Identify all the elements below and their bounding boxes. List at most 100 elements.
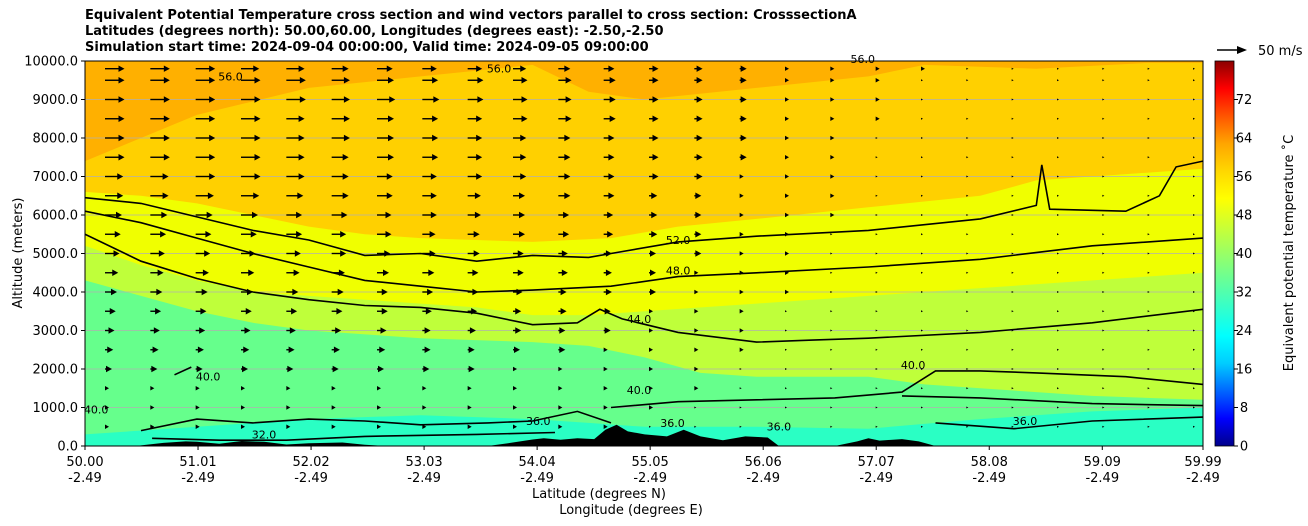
wind-arrow-head	[1102, 310, 1105, 313]
wind-arrow-head	[1102, 98, 1105, 101]
x-tick-label-lat: 50.00	[66, 455, 103, 470]
wind-arrow-head	[296, 211, 303, 219]
wind-arrow-head	[966, 156, 969, 159]
wind-arrow-head	[199, 327, 206, 334]
wind-arrow-head	[249, 250, 256, 257]
wind-arrow-head	[385, 211, 392, 219]
wind-arrow-head	[609, 115, 616, 122]
wind-arrow-head	[254, 77, 261, 84]
wind-arrow-head	[1147, 329, 1150, 332]
wind-arrow-head	[338, 269, 345, 276]
wind-arrow-head	[649, 347, 653, 352]
wind-arrow-head	[875, 116, 880, 121]
contour-label: 56.0	[218, 70, 243, 83]
wind-arrow-head	[286, 405, 291, 410]
wind-arrow-head	[1147, 156, 1150, 159]
wind-arrow-head	[740, 115, 747, 122]
wind-arrow-head	[921, 214, 923, 216]
x-tick-label-lon: -2.49	[1186, 471, 1220, 486]
wind-arrow-head	[1102, 137, 1105, 139]
wind-arrow-head	[157, 269, 164, 276]
wind-arrow-head	[388, 154, 394, 161]
contour-line-36	[935, 416, 1203, 430]
wind-arrow-head	[785, 289, 789, 295]
y-axis-label: Altitude (meters)	[11, 198, 26, 309]
wind-arrow-head	[1193, 252, 1195, 255]
wind-arrow-head	[921, 194, 923, 197]
wind-arrow-head	[558, 424, 563, 429]
y-tick-label: 2000.0	[33, 363, 79, 378]
wind-arrow-head	[521, 96, 528, 103]
wind-arrow-head	[739, 174, 744, 179]
contour-lines	[85, 160, 1203, 441]
fill-band-low	[85, 280, 1203, 446]
wind-arrow-head	[377, 405, 381, 410]
wind-arrow-head	[1102, 233, 1105, 236]
colorbar: 0 8 16 24 32 40 48 56 64 72 Equivalent potential …	[1214, 60, 1297, 455]
contour-label: 56.0	[487, 63, 512, 76]
x-tick-label-lat: 58.08	[971, 455, 1008, 470]
wind-arrow-head	[340, 231, 347, 238]
wind-arrow-head	[1193, 425, 1195, 428]
wind-arrow-head	[513, 405, 517, 410]
wind-arrow-head	[1102, 156, 1105, 159]
wind-arrow-head	[1193, 310, 1195, 313]
y-tick-label: 4000.0	[33, 286, 79, 301]
wind-arrow-head	[785, 97, 789, 102]
wind-arrow-head	[107, 346, 114, 353]
x-tick-label-lon: -2.49	[972, 471, 1006, 486]
wind-arrow-head	[1057, 425, 1059, 428]
wind-arrow-head	[1102, 406, 1105, 409]
wind-arrow-head	[652, 134, 659, 142]
wind-arrow-head	[966, 406, 969, 409]
contour-label: 40.0	[901, 359, 926, 372]
wind-arrow-head	[468, 346, 475, 353]
wind-arrow-head	[1057, 175, 1059, 178]
wind-arrow-head	[1057, 233, 1059, 236]
wind-arrow-head	[603, 405, 608, 410]
wind-arrow-head	[875, 368, 878, 370]
wind-arrow-head	[564, 192, 571, 199]
wind-arrow-head	[1193, 194, 1195, 197]
wind-arrow-head	[254, 96, 261, 103]
wind-arrow-head	[563, 211, 570, 219]
wind-arrow-head	[609, 77, 616, 84]
x-tick-label-lat: 52.02	[292, 455, 329, 470]
wind-arrow-head	[830, 97, 835, 102]
wind-arrow-head	[785, 78, 789, 83]
wind-arrow-head	[519, 211, 525, 219]
wind-arrow-head	[696, 154, 703, 161]
colorbar-ticks: 0 8 16 24 32 40 48 56 64 72	[1234, 93, 1252, 455]
wind-arrow-head	[343, 134, 350, 142]
wind-key: 50 m/s	[1217, 44, 1303, 59]
colorbar-tick-label: 16	[1236, 363, 1253, 378]
wind-arrow-head	[1011, 348, 1014, 351]
wind-arrow-head	[966, 368, 969, 370]
wind-arrow-head	[520, 154, 527, 161]
wind-arrow-head	[875, 137, 878, 139]
wind-arrow-head	[196, 365, 203, 373]
wind-arrow-head	[155, 308, 162, 315]
x-tick-label-lat: 53.03	[405, 455, 442, 470]
title-line-1: Equivalent Potential Temperature cross s…	[85, 8, 857, 23]
wind-arrow-head	[603, 386, 608, 391]
wind-arrow-head	[520, 65, 527, 72]
wind-arrow-head	[424, 346, 431, 353]
wind-arrow-head	[651, 231, 658, 238]
wind-arrow-head	[1147, 214, 1150, 216]
wind-arrow-head	[1011, 79, 1014, 82]
wind-arrow-head	[694, 386, 699, 391]
wind-arrow-head	[695, 192, 702, 199]
wind-arrow-head	[1102, 214, 1105, 216]
wind-arrow-head	[114, 231, 121, 238]
wind-arrow-head	[921, 79, 923, 82]
wind-arrow-head	[298, 65, 305, 72]
wind-arrow-head	[477, 77, 484, 84]
title-line-2: Latitudes (degrees north): 50.00,60.00, …	[85, 24, 664, 39]
wind-arrow-head	[785, 348, 787, 351]
wind-arrow-head	[1193, 117, 1195, 120]
wind-arrow-head	[205, 231, 212, 238]
wind-arrow-head	[515, 308, 522, 315]
colorbar-tick-label: 56	[1236, 170, 1253, 185]
wind-arrow-head	[875, 78, 880, 83]
